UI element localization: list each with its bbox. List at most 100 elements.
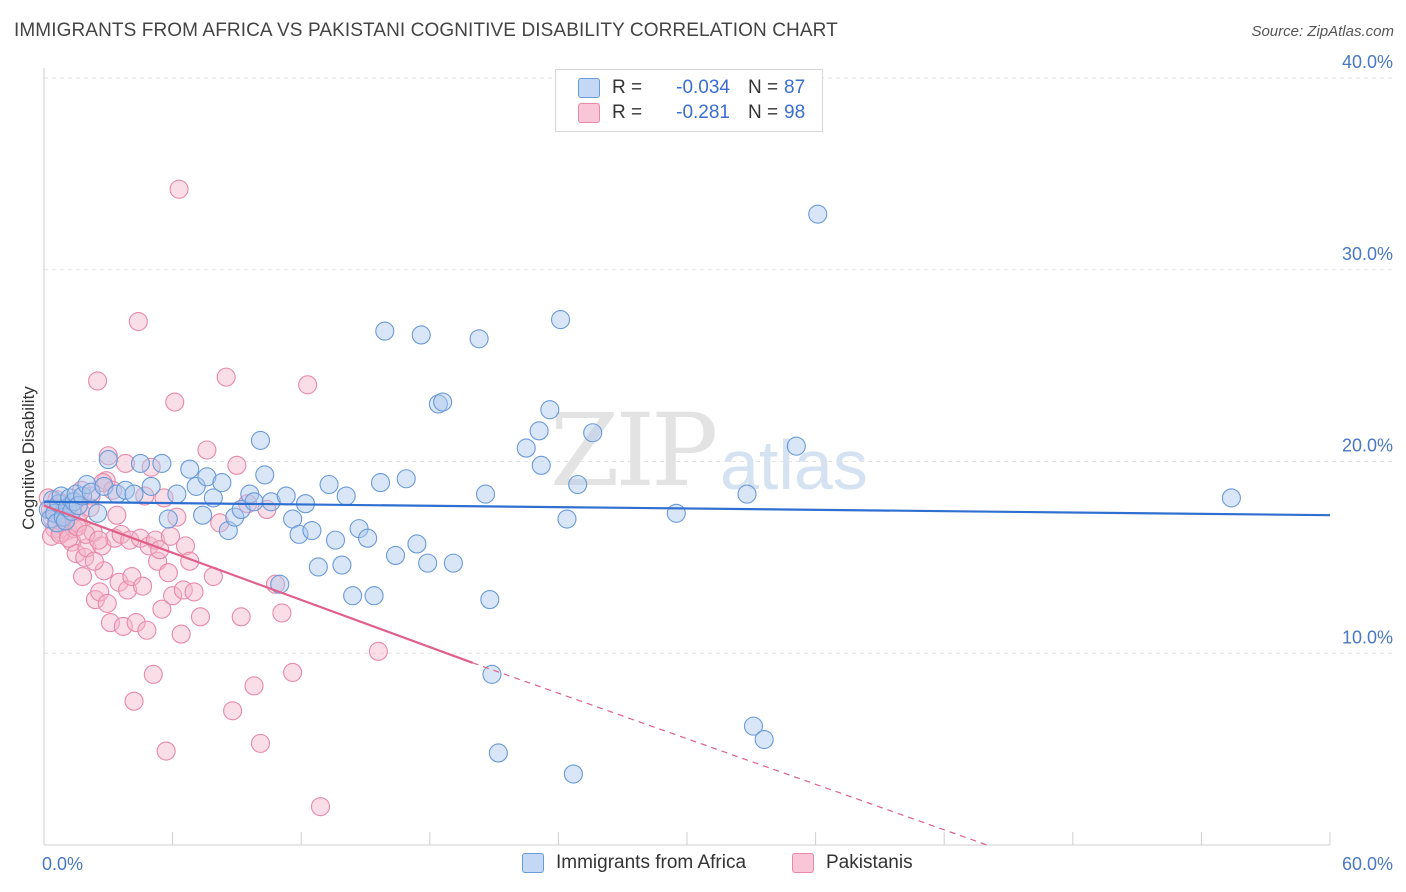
legend-row-africa: R = -0.034 N = 87 — [578, 76, 805, 100]
legend-n-label: N = — [748, 102, 779, 123]
y-tick-label: 20.0% — [1342, 436, 1393, 456]
y-tick-label: 10.0% — [1342, 627, 1393, 647]
legend-n-value-africa: 87 — [784, 77, 806, 98]
pakistani-points — [38, 179, 388, 817]
africa-point — [411, 325, 431, 345]
africa-point — [180, 459, 200, 479]
africa-point — [743, 716, 763, 736]
pakistani-point — [150, 540, 170, 560]
pakistani-point — [250, 733, 271, 753]
series-legend: Immigrants from Africa Pakistanis — [0, 852, 1406, 878]
pakistani-point — [141, 457, 161, 477]
africa-point — [308, 557, 328, 577]
africa-point — [193, 505, 213, 525]
africa-point — [370, 473, 391, 493]
africa-point — [550, 310, 571, 330]
pakistani-trend-line — [43, 504, 474, 664]
africa-point — [786, 436, 806, 456]
africa-trend-line — [43, 500, 1331, 517]
africa-point — [433, 392, 453, 412]
africa-point — [336, 486, 356, 506]
y-tick-label: 40.0% — [1342, 52, 1393, 72]
pakistani-legend-swatch — [792, 853, 814, 873]
africa-point — [325, 530, 346, 550]
pakistani-point — [97, 593, 117, 613]
africa-point — [158, 509, 178, 529]
africa-point — [737, 484, 757, 504]
series-legend-africa-label: Immigrants from Africa — [556, 852, 747, 873]
tick-labels: 10.0% 20.0% 30.0% 40.0% 0.0% 60.0% — [42, 52, 1393, 874]
pakistani-point — [137, 620, 157, 640]
africa-legend-swatch — [522, 853, 544, 873]
pakistani-point — [89, 530, 109, 550]
africa-point — [568, 474, 588, 495]
africa-point — [250, 430, 271, 450]
pakistani-point — [152, 599, 172, 619]
pakistani-point — [310, 797, 331, 817]
africa-point — [358, 528, 378, 548]
pakistani-point — [75, 547, 95, 567]
pakistani-point — [190, 607, 211, 627]
africa-point — [531, 455, 551, 475]
africa-point — [666, 503, 686, 523]
series-legend-africa: Immigrants from Africa — [522, 852, 746, 874]
africa-point — [289, 524, 309, 544]
pakistani-point — [71, 480, 92, 500]
africa-points — [38, 204, 1241, 784]
pakistani-point — [165, 392, 185, 412]
africa-point — [540, 400, 560, 420]
watermark-atlas: atlas — [720, 426, 868, 504]
africa-point — [124, 484, 144, 504]
africa-point — [443, 553, 463, 573]
legend-row-pakistani: R = -0.281 N = 98 — [578, 101, 805, 125]
pakistani-point — [298, 375, 318, 395]
watermark-zip: ZIP — [550, 392, 718, 509]
africa-point — [475, 484, 496, 504]
africa-point — [197, 467, 217, 487]
pakistani-point — [73, 566, 93, 587]
africa-point — [152, 453, 172, 473]
pakistani-trend-extension — [472, 662, 988, 846]
pakistani-point — [122, 566, 142, 587]
pakistani-point — [175, 536, 196, 556]
pakistani-point — [216, 367, 236, 387]
pakistani-point — [76, 524, 96, 544]
africa-point — [516, 438, 536, 458]
pakistani-point — [107, 505, 127, 525]
africa-point — [88, 503, 108, 523]
africa-point — [244, 492, 264, 512]
africa-point — [364, 586, 384, 606]
chart-source: Source: ZipAtlas.com — [1251, 23, 1394, 40]
africa-point — [186, 476, 206, 496]
x-tick-label-max: 60.0% — [1342, 854, 1393, 874]
pakistani-point — [231, 607, 251, 627]
pakistani-point — [88, 371, 108, 391]
axes — [43, 68, 1331, 846]
africa-point — [98, 450, 118, 470]
pakistani-point — [244, 676, 264, 696]
africa-point — [754, 729, 774, 750]
legend-r-value-africa: -0.034 — [676, 77, 730, 98]
africa-point — [225, 507, 245, 527]
pakistani-point — [368, 641, 388, 661]
africa-point — [375, 321, 395, 341]
africa-point — [583, 423, 603, 443]
africa-point — [529, 421, 549, 441]
africa-point — [343, 586, 363, 606]
pakistani-point — [283, 662, 303, 682]
africa-point — [332, 555, 352, 575]
x-tick-label-min: 0.0% — [42, 854, 83, 874]
pakistani-point — [171, 624, 191, 644]
africa-point — [276, 486, 296, 506]
africa-point — [167, 484, 187, 504]
africa-point — [396, 469, 416, 489]
pakistani-point — [156, 741, 176, 761]
pakistani-point — [197, 440, 217, 460]
africa-point — [557, 509, 577, 529]
pakistani-point — [124, 691, 144, 711]
pakistani-point — [223, 701, 243, 721]
y-axis-label: Cognitive Disability — [19, 386, 38, 530]
africa-point — [130, 453, 150, 473]
africa-point — [480, 590, 500, 610]
